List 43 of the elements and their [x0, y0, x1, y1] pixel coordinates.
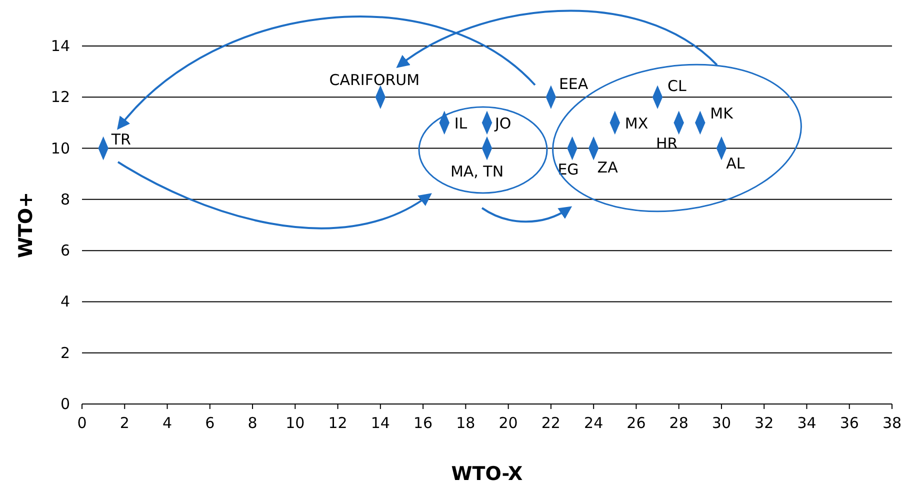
x-tick-label: 0 [77, 414, 87, 432]
y-axis-title: WTO+ [15, 192, 37, 258]
x-axis-title: WTO-X [451, 463, 524, 485]
x-tick-label: 16 [414, 414, 433, 432]
x-tick-label: 6 [205, 414, 215, 432]
annotation: TR [110, 130, 131, 148]
annotation: MK [710, 104, 734, 123]
annotation: CL [668, 77, 687, 96]
x-tick-label: 32 [754, 414, 774, 432]
y-tick-label: 4 [60, 292, 70, 311]
annotation: JO [494, 114, 512, 133]
annotation: ZA [597, 158, 619, 176]
x-tick-label: 12 [328, 414, 348, 432]
x-tick-label: 2 [120, 414, 130, 432]
annotation: IL [454, 114, 468, 133]
y-tick-label: 2 [60, 344, 70, 362]
y-tick-label: 8 [60, 190, 70, 208]
y-tick-label: 0 [60, 395, 70, 413]
annotation: CARIFORUM [329, 71, 420, 90]
y-tick-label: 12 [50, 88, 70, 106]
x-tick-label: 30 [712, 414, 732, 432]
annotation: MA, TN [450, 162, 504, 180]
x-tick-label: 22 [541, 414, 560, 432]
x-tick-label: 8 [248, 414, 258, 432]
annotation: EEA [558, 75, 589, 94]
x-tick-label: 28 [669, 414, 688, 432]
y-tick-label: 14 [50, 37, 70, 55]
x-tick-label: 36 [840, 414, 859, 432]
x-tick-label: 20 [498, 414, 518, 432]
x-tick-label: 34 [797, 414, 816, 432]
y-tick-label: 10 [50, 139, 70, 158]
x-tick-label: 10 [286, 414, 305, 432]
x-tick-label: 26 [626, 414, 646, 432]
x-tick-label: 14 [370, 414, 390, 432]
x-tick-label: 38 [882, 414, 902, 432]
annotation: HR [656, 134, 678, 153]
annotation: MX [624, 114, 648, 133]
annotation: EG [558, 160, 579, 178]
x-tick-label: 18 [456, 414, 476, 432]
annotation: AL [726, 154, 746, 172]
x-tick-label: 4 [162, 414, 172, 432]
y-tick-label: 6 [60, 242, 70, 260]
x-tick-label: 24 [584, 414, 604, 432]
